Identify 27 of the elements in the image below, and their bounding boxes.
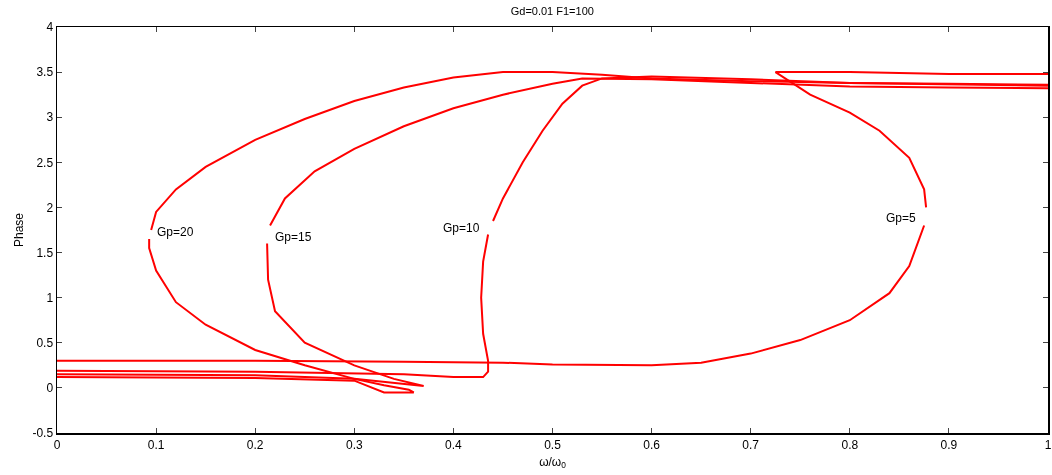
x-tick-label: 0.8 (841, 437, 859, 452)
y-tick-label: 0.5 (36, 335, 54, 350)
annotation: Gp=5 (886, 211, 917, 225)
x-tick-label: 1 (1044, 437, 1052, 452)
x-tick-label: 0.3 (345, 437, 363, 452)
annotation: Gp=15 (275, 230, 312, 244)
x-tick-label: 0.6 (643, 437, 661, 452)
y-tick-label: 1 (46, 290, 54, 305)
y-tick-label: 2.5 (36, 155, 54, 170)
x-tick-label: 0.2 (246, 437, 264, 452)
x-tick-label: 0.7 (742, 437, 760, 452)
y-tick-label: 3 (46, 110, 54, 125)
y-axis-title: Phase (11, 212, 26, 248)
x-axis-title: ω/ω$_{0}$ (539, 454, 567, 471)
y-tick-label: -0.5 (32, 426, 54, 441)
x-tick-label: 0.4 (445, 437, 463, 452)
y-tick-label: 2 (46, 200, 54, 215)
y-tick-label: 1.5 (36, 245, 54, 260)
annotation: Gp=10 (443, 221, 480, 235)
x-tick-label: 0.5 (544, 437, 562, 452)
x-tick-label: 0.9 (940, 437, 958, 452)
chart-title: Gd=0.01 F1=100 (510, 4, 594, 17)
y-tick-label: 4 (46, 20, 54, 35)
y-tick-label: 3.5 (36, 65, 54, 80)
x-tick-label: 0.1 (147, 437, 165, 452)
annotation: Gp=20 (157, 225, 194, 239)
y-tick-label: 0 (46, 381, 54, 396)
